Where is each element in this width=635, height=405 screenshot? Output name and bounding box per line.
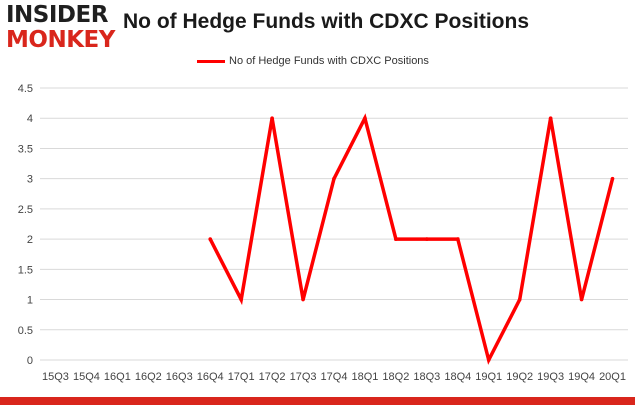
bottom-brand-bar — [0, 397, 635, 405]
data-point-18Q2 — [394, 237, 398, 241]
y-tick-label-9: 4.5 — [18, 83, 33, 95]
y-tick-label-7: 3.5 — [18, 143, 33, 155]
y-tick-label-4: 2 — [27, 234, 33, 246]
x-axis-ticks: 15Q3 15Q4 16Q1 16Q2 16Q3 16Q4 17Q1 17Q2 17Q3 17Q4… — [42, 371, 626, 383]
x-tick-label-16: 19Q3 — [537, 371, 564, 383]
x-tick-label-14: 19Q1 — [475, 371, 502, 383]
chart-title: No of Hedge Funds with CDXC Positions — [123, 10, 529, 33]
data-point-17Q2 — [270, 116, 274, 121]
x-tick-label-18: 20Q1 — [599, 371, 626, 383]
x-tick-label-5: 16Q4 — [197, 371, 224, 383]
data-point-18Q4 — [455, 237, 460, 241]
x-tick-label-8: 17Q3 — [290, 371, 317, 383]
y-axis-ticks: 0 0.5 1 1.5 2 2.5 3 3.5 4 4.5 — [18, 83, 33, 367]
legend-swatch — [197, 59, 225, 63]
y-tick-label-2: 1 — [27, 295, 33, 307]
data-point-17Q4 — [332, 176, 336, 181]
data-point-18Q1 — [363, 116, 367, 121]
series-lines — [208, 113, 615, 365]
data-point-17Q1 — [239, 297, 243, 302]
data-point-20Q1 — [610, 176, 615, 181]
grid-lines — [40, 87, 628, 361]
insider-monkey-logo: INSIDER MONKEY — [6, 2, 118, 52]
x-tick-label-3: 16Q2 — [135, 371, 162, 383]
x-tick-label-2: 16Q1 — [104, 371, 131, 383]
x-tick-label-7: 17Q2 — [259, 371, 286, 383]
y-tick-label-5: 2.5 — [18, 204, 33, 216]
series-line-0 — [208, 113, 615, 365]
x-tick-label-9: 17Q4 — [321, 371, 348, 383]
data-point-17Q3 — [301, 297, 305, 302]
x-tick-label-13: 18Q4 — [444, 371, 471, 383]
data-point-18Q3 — [425, 237, 429, 241]
x-tick-label-0: 15Q3 — [42, 371, 69, 383]
x-tick-label-11: 18Q2 — [382, 371, 409, 383]
data-point-19Q2 — [517, 297, 522, 302]
y-tick-label-3: 1.5 — [18, 264, 33, 276]
y-tick-label-8: 4 — [27, 113, 33, 125]
data-point-19Q1 — [486, 358, 491, 362]
y-tick-label-6: 3 — [27, 174, 33, 186]
x-tick-label-17: 19Q4 — [568, 371, 595, 383]
x-tick-label-12: 18Q3 — [413, 371, 440, 383]
data-point-19Q4 — [579, 297, 584, 302]
y-tick-label-1: 0.5 — [18, 325, 33, 337]
x-tick-label-4: 16Q3 — [166, 371, 193, 383]
logo-text-bottom: MONKEY — [6, 27, 115, 53]
y-tick-label-0: 0 — [27, 355, 33, 367]
logo-text-top: INSIDER — [6, 2, 108, 28]
x-tick-label-6: 17Q1 — [228, 371, 255, 383]
data-point-16Q4 — [208, 237, 213, 241]
x-tick-label-15: 19Q2 — [506, 371, 533, 383]
x-tick-label-1: 15Q4 — [73, 371, 100, 383]
x-tick-label-10: 18Q1 — [351, 371, 378, 383]
legend-label: No of Hedge Funds with CDXC Positions — [229, 55, 429, 67]
data-point-19Q3 — [548, 116, 553, 121]
chart-legend: No of Hedge Funds with CDXC Positions — [197, 53, 429, 69]
